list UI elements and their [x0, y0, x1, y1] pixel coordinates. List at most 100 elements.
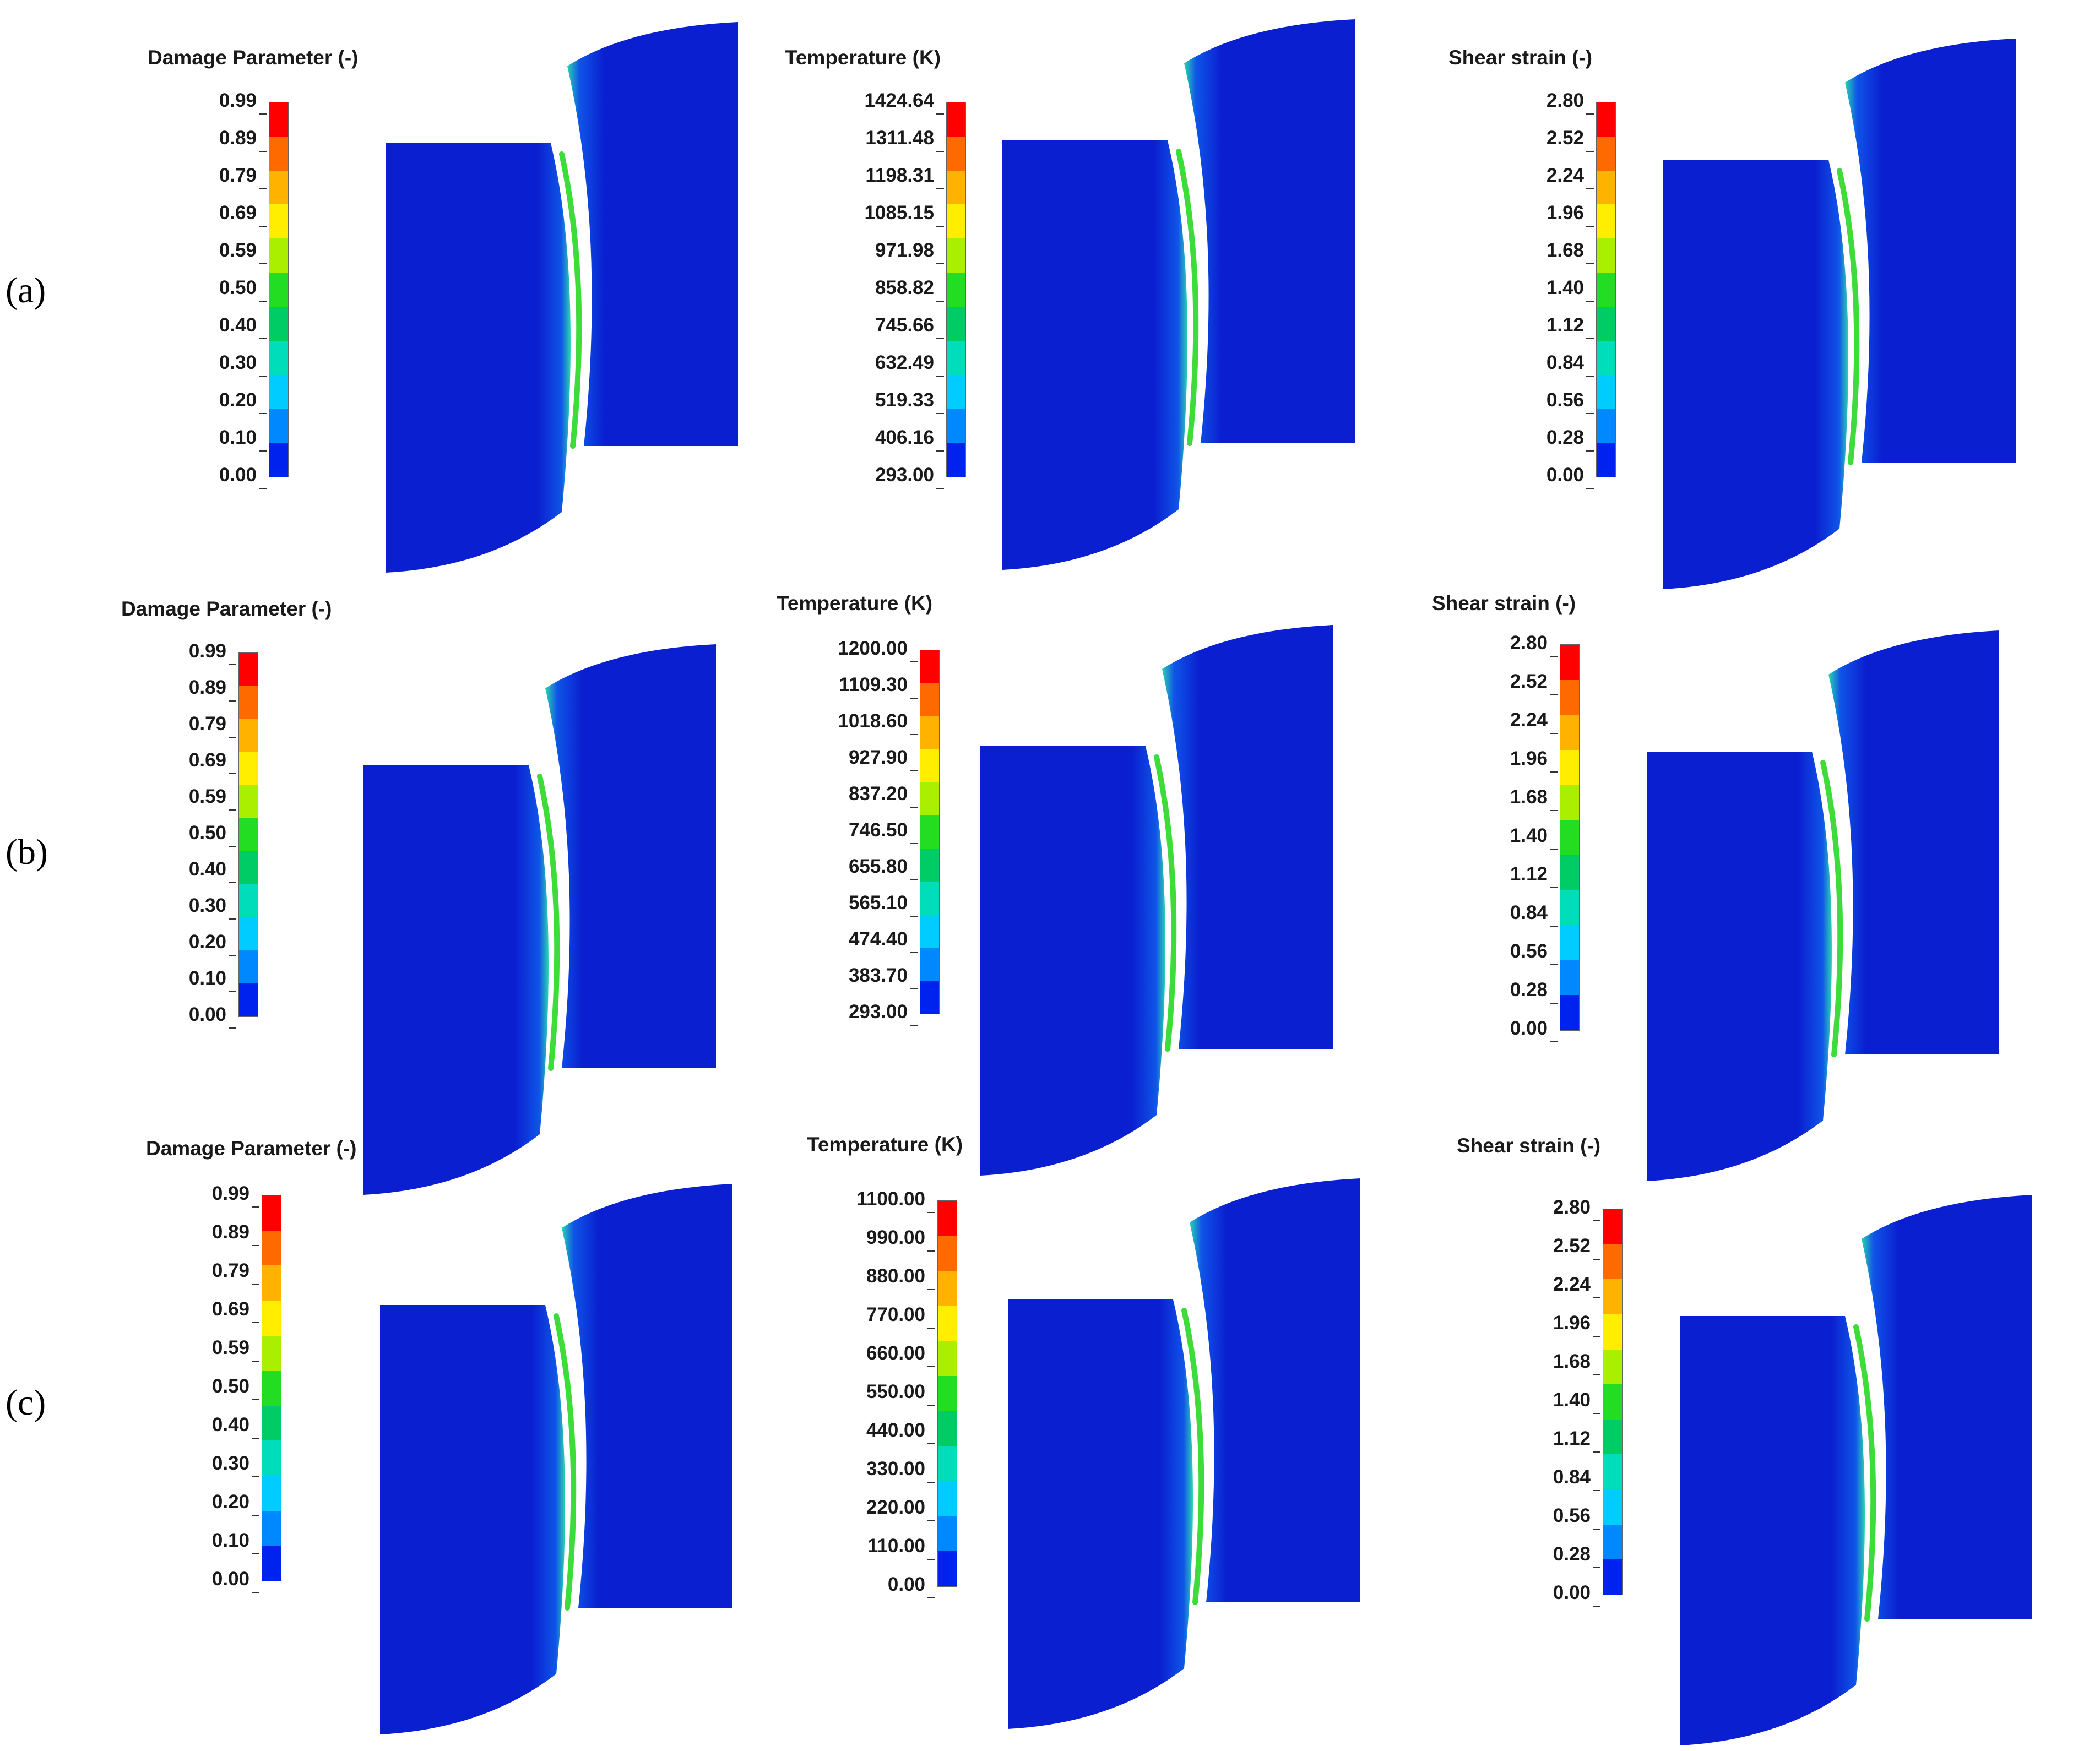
upper-die-region	[1828, 630, 1999, 1054]
upper-die-region	[1190, 1178, 1360, 1602]
specimen-contour-shear	[1647, 630, 1999, 1181]
colorbar-swatch	[269, 443, 288, 477]
specimen-contour-temperature	[1002, 19, 1355, 570]
colorbar-swatch	[947, 374, 965, 409]
colorbar-tick-label: 406.16	[875, 427, 944, 452]
colorbar-swatch	[239, 686, 258, 719]
colorbar-tick-label: 2.24	[1553, 1274, 1600, 1298]
colorbar-swatch	[947, 136, 965, 171]
colorbar-swatch	[1597, 238, 1615, 273]
colorbar-swatch	[262, 1230, 281, 1266]
colorbar-tick-label: 0.30	[212, 1453, 259, 1477]
colorbar-tick-label: 2.80	[1546, 90, 1594, 115]
colorbar-tick-label: 632.49	[875, 352, 944, 377]
colorbar-swatch	[262, 1440, 281, 1476]
colorbar-swatch	[920, 981, 939, 1014]
colorbar-damage	[269, 102, 289, 477]
colorbar-tick-label: 837.20	[849, 783, 918, 808]
colorbar-tick-label: 0.40	[189, 858, 236, 883]
upper-die-region	[1162, 625, 1333, 1049]
colorbar-tick-label: 0.10	[189, 967, 236, 992]
colorbar-tick-label: 0.00	[1546, 464, 1594, 489]
colorbar-shear	[1596, 102, 1616, 477]
colorbar-swatch	[1560, 785, 1579, 820]
colorbar-tick-label: 1.12	[1553, 1428, 1600, 1453]
colorbar-tick-label: 927.90	[849, 747, 918, 771]
colorbar-tick-label: 0.59	[212, 1337, 259, 1362]
colorbar-tick-label: 0.99	[219, 90, 267, 115]
colorbar-tick-label: 1.68	[1553, 1351, 1600, 1375]
upper-die-region	[545, 644, 716, 1068]
colorbar-swatch	[920, 716, 939, 749]
colorbar-swatch	[920, 683, 939, 716]
colorbar-swatch	[1560, 960, 1579, 996]
specimen-contour-damage	[363, 644, 716, 1195]
colorbar-swatch	[1560, 925, 1579, 960]
colorbar-tick-label: 1.40	[1553, 1389, 1600, 1414]
colorbar-swatch	[239, 884, 258, 917]
colorbar-tick-label: 0.84	[1510, 902, 1558, 927]
colorbar-tick-label: 1424.64	[864, 90, 944, 115]
legend-title-temperature: Temperature (K)	[777, 592, 933, 615]
colorbar-swatch	[1597, 136, 1615, 171]
upper-die-region	[567, 22, 738, 446]
colorbar-swatch	[947, 443, 965, 477]
colorbar-tick-label: 0.79	[189, 713, 236, 738]
colorbar-swatch	[1560, 890, 1579, 926]
colorbar-tick-label: 0.84	[1553, 1466, 1600, 1491]
colorbar-tick-label: 0.56	[1546, 389, 1594, 414]
colorbar-tick-label: 0.00	[189, 1004, 236, 1029]
colorbar-swatch	[1603, 1244, 1622, 1280]
colorbar-damage	[238, 652, 258, 1017]
colorbar-swatch	[239, 719, 258, 752]
row-label-a: (a)	[6, 270, 46, 311]
colorbar-swatch	[938, 1446, 957, 1482]
colorbar-swatch	[262, 1546, 281, 1581]
colorbar-tick-label: 2.52	[1553, 1235, 1600, 1260]
colorbar-tick-label: 1311.48	[865, 127, 944, 152]
specimen-contour-shear	[1663, 39, 2016, 589]
colorbar-swatch	[920, 915, 939, 948]
colorbar-swatch	[920, 815, 939, 849]
colorbar-swatch	[938, 1271, 957, 1306]
colorbar-swatch	[269, 374, 288, 409]
colorbar-tick-label: 383.70	[849, 965, 918, 989]
colorbar-tick-label: 858.82	[875, 277, 944, 302]
colorbar-swatch	[938, 1516, 957, 1552]
colorbar-swatch	[1597, 409, 1615, 443]
colorbar-temperature	[946, 102, 966, 477]
colorbar-tick-label: 0.50	[212, 1375, 259, 1400]
colorbar-tick-label: 565.10	[849, 892, 918, 917]
lower-die-region	[386, 143, 571, 573]
colorbar-swatch	[1560, 749, 1579, 785]
colorbar-swatch	[269, 136, 288, 171]
colorbar-swatch	[938, 1341, 957, 1377]
colorbar-tick-label: 660.00	[866, 1342, 935, 1367]
colorbar-swatch	[947, 409, 965, 443]
lower-die-region	[1680, 1316, 1865, 1745]
colorbar-swatch	[1597, 306, 1615, 341]
legend-title-shear: Shear strain (-)	[1448, 46, 1593, 69]
legend-title-shear: Shear strain (-)	[1432, 592, 1576, 615]
colorbar-swatch	[1603, 1384, 1622, 1420]
colorbar-tick-label: 2.24	[1510, 709, 1558, 734]
colorbar-swatch	[1603, 1454, 1622, 1490]
colorbar-swatch	[938, 1201, 957, 1236]
upper-die-region	[562, 1184, 732, 1608]
colorbar-tick-label: 971.98	[875, 240, 944, 264]
colorbar-tick-label: 0.69	[219, 202, 267, 227]
colorbar-tick-label: 0.20	[212, 1491, 259, 1516]
colorbar-tick-label: 1.68	[1546, 240, 1594, 264]
colorbar-tick-label: 0.30	[189, 895, 236, 920]
shear-band	[1154, 754, 1177, 1052]
legend-title-damage: Damage Parameter (-)	[148, 46, 359, 69]
colorbar-tick-label: 745.66	[875, 314, 944, 339]
colorbar-swatch	[938, 1306, 957, 1341]
colorbar-swatch	[262, 1476, 281, 1511]
colorbar-swatch	[262, 1371, 281, 1406]
colorbar-tick-label: 293.00	[875, 464, 944, 489]
colorbar-swatch	[1603, 1524, 1622, 1560]
colorbar-tick-label: 293.00	[849, 1001, 918, 1026]
colorbar-swatch	[920, 849, 939, 882]
colorbar-tick-label: 2.24	[1546, 165, 1594, 189]
